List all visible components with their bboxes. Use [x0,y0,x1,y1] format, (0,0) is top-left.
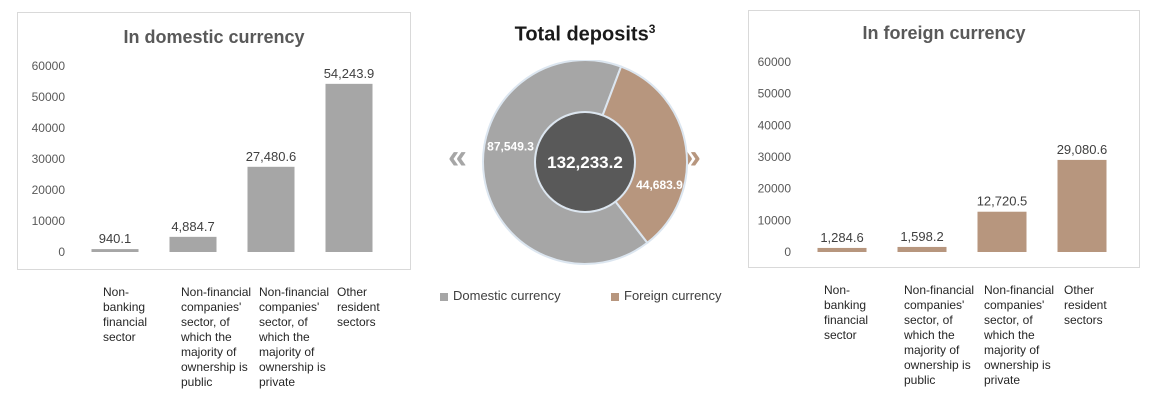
y-tick-label: 0 [784,245,791,259]
donut-total-label: 132,233.2 [547,153,623,172]
category-label: Non-financial companies' sector, of which t… [904,283,974,388]
category-label: Non-financial companies' sector, of which t… [984,283,1054,388]
category-label-line: which the [181,330,232,344]
donut-value-domestic: 87,549.3 [487,140,534,154]
category-label-line: majority of [904,343,960,357]
bar-value-label: 940.1 [99,231,132,246]
category-label-line: Non-financial [904,283,975,297]
foreign-swatch-icon [611,292,619,301]
donut-value-foreign: 44,683.9 [636,178,683,192]
category-label-line: which the [259,330,310,344]
bar [1057,159,1107,252]
category-label-line: public [904,373,936,387]
bar [817,247,867,252]
category-label-line: ownership is [984,358,1051,372]
category-label: Other resident sectors [337,285,380,330]
category-label-line: Non-financial [984,283,1055,297]
category-label-line: sectors [337,315,376,329]
y-tick-label: 50000 [32,90,66,104]
category-label-line: companies' [904,298,965,312]
category-label-line: Non- [103,285,130,299]
y-tick-label: 0 [58,245,65,259]
bar [897,246,947,252]
category-label-line: Non-financial [259,285,330,299]
y-tick-label: 20000 [32,183,66,197]
category-label-line: sector [824,328,857,342]
category-label: Other resident sectors [1064,283,1107,328]
y-tick-label: 20000 [758,182,792,196]
y-tick-label: 60000 [32,59,66,73]
category-label-line: companies' [181,300,242,314]
category-label-line: Non- [824,283,851,297]
bar-value-label: 4,884.7 [171,219,214,234]
total-deposits-title: Total deposits3 [514,22,656,46]
bar-value-label: 54,243.9 [324,66,375,81]
bar [91,249,139,252]
y-tick-label: 60000 [758,55,792,69]
y-tick-label: 50000 [758,87,792,101]
y-tick-label: 40000 [758,118,792,132]
domestic-chart-title: In domestic currency [123,27,305,47]
category-label-line: sector [103,330,136,344]
foreign-chart-title: In foreign currency [862,23,1026,43]
category-label-line: Other [337,285,368,299]
y-tick-label: 30000 [758,150,792,164]
category-label-line: banking [824,298,867,312]
category-label: Non-banking financial sector [103,285,147,345]
donut-slice-domestic [482,60,649,265]
domestic-swatch-icon [440,292,448,301]
y-tick-label: 10000 [758,213,792,227]
donut-center [536,113,634,211]
category-label-line: majority of [984,343,1040,357]
total-deposits-donut-chart: 132,233.2 87,549.3 44,683.9 [482,60,688,265]
y-tick-label: 10000 [32,214,66,228]
category-label-line: ownership is [259,360,326,374]
category-label-line: sector, of [904,313,953,327]
category-label-line: ownership is [904,358,971,372]
category-label-line: Non-financial [181,285,252,299]
category-label-line: sector, of [259,315,308,329]
category-label-line: financial [103,315,148,329]
category-label: Non-financial companies' sector, of which t… [259,285,329,390]
legend-domestic-label: Domestic currency [453,288,561,303]
category-label-line: which the [904,328,955,342]
donut-slice-foreign [601,65,688,245]
category-label-line: banking [103,300,146,314]
category-label-line: majority of [181,345,237,359]
category-label-line: which the [984,328,1035,342]
category-label: Non-banking financial sector [824,283,868,343]
category-label-line: companies' [259,300,320,314]
bar [977,211,1027,252]
category-label-line: private [259,375,296,389]
category-label-line: companies' [984,298,1045,312]
category-label-line: majority of [259,345,315,359]
category-label-line: public [181,375,213,389]
bar-value-label: 27,480.6 [246,149,297,164]
legend-domestic: Domestic currency [440,288,561,303]
category-label: Non-financial companies' sector, of which t… [181,285,251,390]
y-tick-label: 30000 [32,152,66,166]
category-label-line: sector, of [181,315,230,329]
category-label-line: Other [1064,283,1095,297]
category-label-line: financial [824,313,869,327]
foreign-currency-bar-chart: 0 10000 20000 30000 40000 50000 60000 1,284.6 1,… [758,55,1108,259]
bar-value-label: 12,720.5 [977,194,1028,209]
bar [247,166,295,252]
category-label-line: resident [1064,298,1107,312]
category-label-line: ownership is [181,360,248,374]
bar-value-label: 29,080.6 [1057,142,1108,157]
legend-foreign-label: Foreign currency [624,288,722,303]
category-label-line: resident [337,300,380,314]
category-label-line: private [984,373,1021,387]
left-chevron-icon: « [448,138,467,176]
bar [169,236,217,252]
domestic-currency-bar-chart: 0 10000 20000 30000 40000 50000 60000 940.1 4,88… [32,59,375,259]
bar [325,83,373,253]
bar-value-label: 1,284.6 [820,230,863,245]
y-tick-label: 40000 [32,121,66,135]
category-label-line: sector, of [984,313,1033,327]
bar-value-label: 1,598.2 [900,229,943,244]
legend-foreign: Foreign currency [611,288,722,303]
category-label-line: sectors [1064,313,1103,327]
